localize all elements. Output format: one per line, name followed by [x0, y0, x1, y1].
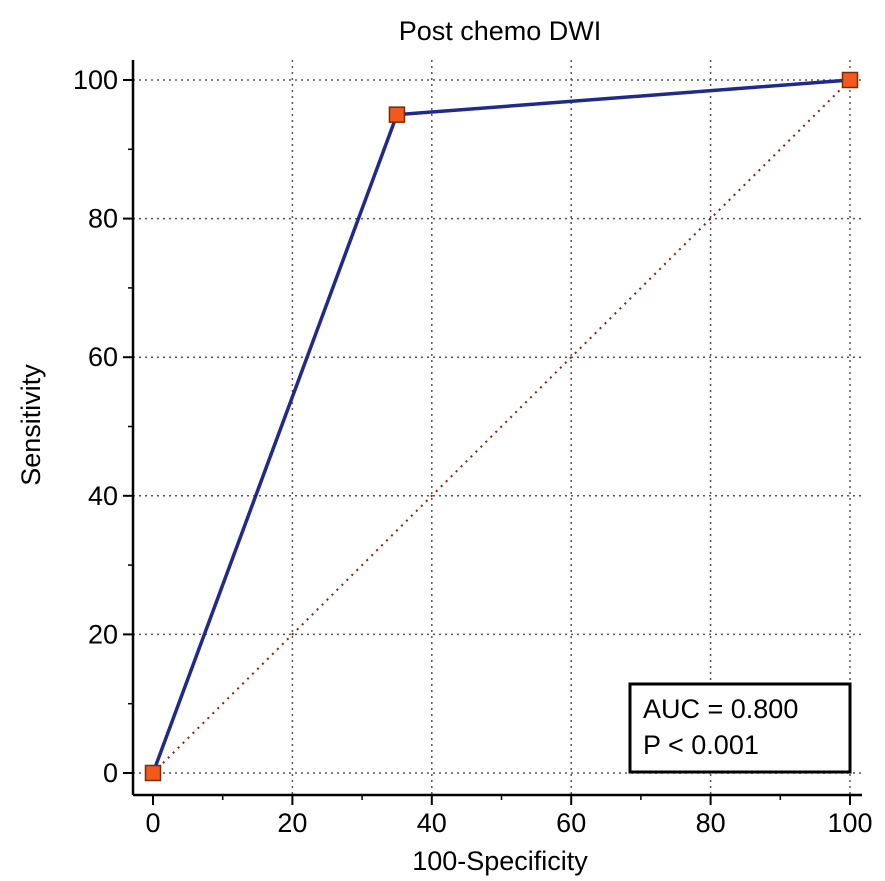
- y-axis-label: Sensitivity: [16, 364, 46, 486]
- grid: [133, 60, 862, 795]
- y-tick-label: 100: [73, 65, 118, 95]
- reference-diagonal-line: [152, 79, 851, 774]
- x-tick-label: 0: [145, 808, 160, 838]
- x-axis-label: 100-Specificity: [412, 846, 588, 876]
- y-tick-label: 0: [103, 758, 118, 788]
- y-tick-label: 80: [88, 204, 118, 234]
- annotation-box: AUC = 0.800 P < 0.001: [628, 682, 852, 774]
- x-tick-label: 40: [417, 808, 447, 838]
- y-tick-label: 40: [88, 481, 118, 511]
- roc-point-marker: [144, 764, 162, 782]
- roc-point-marker: [841, 71, 859, 89]
- roc-point-marker: [388, 106, 406, 123]
- y-tick-label: 20: [88, 619, 118, 649]
- annotation-text: P < 0.001: [643, 730, 759, 760]
- ticks: [123, 79, 851, 805]
- y-tick-label: 60: [88, 342, 118, 372]
- x-tick-label: 80: [696, 808, 726, 838]
- axes: [131, 60, 862, 797]
- tick-labels: 0 20 40 60 80 100 0 20 40 60 80 100: [73, 65, 873, 838]
- x-tick-label: 100: [827, 808, 872, 838]
- annotation-text: AUC = 0.800: [643, 694, 798, 724]
- chart-title: Post chemo DWI: [399, 16, 602, 46]
- series-layer: [144, 71, 859, 782]
- x-tick-label: 60: [556, 808, 586, 838]
- annotation-frame: [628, 682, 852, 774]
- x-tick-label: 20: [277, 808, 307, 838]
